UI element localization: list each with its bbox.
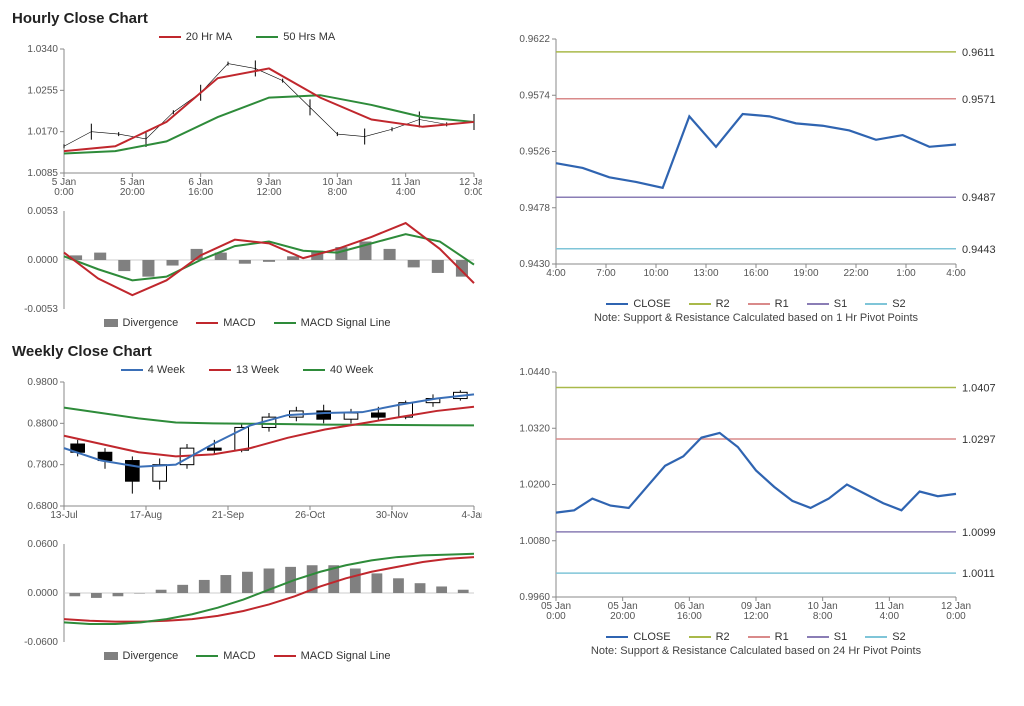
svg-text:0.0000: 0.0000	[27, 588, 58, 599]
svg-text:-0.0053: -0.0053	[24, 304, 58, 315]
svg-text:1.0320: 1.0320	[519, 423, 550, 434]
legend-item: 13 Week	[209, 364, 279, 376]
legend-item: S1	[807, 631, 847, 643]
legend-item: 20 Hr MA	[159, 31, 232, 43]
svg-text:0.7800: 0.7800	[27, 460, 58, 471]
legend-item: MACD	[196, 317, 255, 329]
svg-text:1.0407: 1.0407	[962, 382, 996, 394]
svg-text:0:00: 0:00	[464, 187, 482, 198]
svg-text:1:00: 1:00	[896, 268, 916, 279]
svg-text:17-Aug: 17-Aug	[130, 510, 162, 521]
svg-text:0.9478: 0.9478	[519, 203, 550, 214]
legend-item: S1	[807, 298, 847, 310]
svg-text:1.0200: 1.0200	[519, 480, 550, 491]
svg-text:4-Jan: 4-Jan	[461, 510, 482, 521]
legend-item: S2	[865, 298, 905, 310]
svg-text:1.0297: 1.0297	[962, 434, 996, 446]
weekly-price-chart: 0.68000.78000.88000.980013-Jul17-Aug21-S…	[12, 378, 482, 538]
svg-text:1.0440: 1.0440	[519, 367, 550, 378]
legend-item: CLOSE	[606, 298, 670, 310]
svg-text:-0.0600: -0.0600	[24, 637, 58, 648]
svg-text:1.0099: 1.0099	[962, 527, 996, 539]
svg-text:1.0255: 1.0255	[27, 85, 58, 96]
hourly-title: Hourly Close Chart	[12, 10, 1012, 27]
svg-text:30-Nov: 30-Nov	[376, 510, 408, 521]
weekly-title: Weekly Close Chart	[12, 343, 1012, 360]
svg-text:0.8800: 0.8800	[27, 418, 58, 429]
legend-item: 40 Week	[303, 364, 373, 376]
legend-item: MACD Signal Line	[274, 650, 391, 662]
svg-text:20:00: 20:00	[120, 187, 145, 198]
svg-text:1.0011: 1.0011	[962, 568, 995, 580]
svg-text:4:00: 4:00	[946, 268, 966, 279]
svg-text:1.0340: 1.0340	[27, 45, 58, 55]
legend-item: MACD	[196, 650, 255, 662]
legend-item: R2	[689, 631, 730, 643]
weekly-ma-legend: 4 Week 13 Week 40 Week	[12, 364, 482, 376]
weekly-macd-chart: -0.0600 0.0000 0.0600	[12, 538, 482, 648]
svg-text:1.0080: 1.0080	[519, 536, 550, 547]
svg-text:16:00: 16:00	[188, 187, 213, 198]
legend-item: R1	[748, 298, 789, 310]
legend-item: Divergence	[104, 650, 179, 662]
svg-text:0.9571: 0.9571	[962, 94, 996, 106]
svg-text:1.0170: 1.0170	[27, 127, 58, 138]
svg-text:19:00: 19:00	[793, 268, 818, 279]
svg-text:4:00: 4:00	[396, 187, 416, 198]
hourly-sr-chart: 0.94300.94780.95260.95740.96224:007:0010…	[506, 31, 1006, 296]
legend-item: MACD Signal Line	[274, 317, 391, 329]
legend-item: 50 Hrs MA	[256, 31, 335, 43]
svg-text:0.9443: 0.9443	[962, 244, 996, 256]
svg-text:0.0000: 0.0000	[27, 255, 58, 266]
svg-text:4:00: 4:00	[880, 611, 900, 622]
svg-text:7:00: 7:00	[596, 268, 616, 279]
hourly-section: Hourly Close Chart 20 Hr MA 50 Hrs MA 1.0…	[12, 10, 1012, 329]
hourly-macd-chart: -0.0053 0.0000 0.0053	[12, 205, 482, 315]
legend-item: R2	[689, 298, 730, 310]
svg-text:4:00: 4:00	[546, 268, 566, 279]
svg-text:20:00: 20:00	[610, 611, 635, 622]
svg-text:0:00: 0:00	[54, 187, 74, 198]
svg-text:22:00: 22:00	[843, 268, 868, 279]
weekly-macd-legend: Divergence MACD MACD Signal Line	[12, 650, 482, 662]
legend-item: 4 Week	[121, 364, 185, 376]
svg-text:0.0053: 0.0053	[27, 206, 58, 217]
hourly-price-chart: 1.00851.01701.02551.03405 Jan0:005 Jan20…	[12, 45, 482, 205]
legend-item: CLOSE	[606, 631, 670, 643]
svg-text:0:00: 0:00	[546, 611, 566, 622]
svg-text:0.0600: 0.0600	[27, 539, 58, 550]
svg-text:0:00: 0:00	[946, 611, 966, 622]
svg-text:21-Sep: 21-Sep	[212, 510, 245, 521]
weekly-sr-note: Note: Support & Resistance Calculated ba…	[506, 645, 1006, 657]
svg-text:0.9622: 0.9622	[519, 34, 550, 45]
weekly-sr-legend: CLOSE R2 R1 S1 S2	[506, 631, 1006, 643]
weekly-sr-chart: 0.99601.00801.02001.03201.044005 Jan0:00…	[506, 364, 1006, 629]
legend-item: Divergence	[104, 317, 179, 329]
hourly-sr-note: Note: Support & Resistance Calculated ba…	[506, 312, 1006, 324]
svg-text:13:00: 13:00	[693, 268, 718, 279]
svg-text:0.9487: 0.9487	[962, 192, 996, 204]
svg-text:16:00: 16:00	[743, 268, 768, 279]
weekly-section: Weekly Close Chart 4 Week13 Week40 Week …	[12, 343, 1012, 662]
svg-text:12:00: 12:00	[256, 187, 281, 198]
svg-text:13-Jul: 13-Jul	[50, 510, 77, 521]
svg-text:0.9574: 0.9574	[519, 90, 550, 101]
legend-item: R1	[748, 631, 789, 643]
hourly-ma-legend: 20 Hr MA 50 Hrs MA	[12, 31, 482, 43]
svg-text:0.9611: 0.9611	[962, 47, 995, 59]
svg-text:12:00: 12:00	[743, 611, 768, 622]
svg-text:0.9526: 0.9526	[519, 147, 550, 158]
svg-text:16:00: 16:00	[677, 611, 702, 622]
svg-text:0.9800: 0.9800	[27, 378, 58, 388]
hourly-macd-legend: Divergence MACD MACD Signal Line	[12, 317, 482, 329]
svg-text:26-Oct: 26-Oct	[295, 510, 325, 521]
legend-item: S2	[865, 631, 905, 643]
svg-text:8:00: 8:00	[328, 187, 348, 198]
hourly-sr-legend: CLOSE R2 R1 S1 S2	[506, 298, 1006, 310]
svg-text:8:00: 8:00	[813, 611, 833, 622]
svg-text:10:00: 10:00	[643, 268, 668, 279]
